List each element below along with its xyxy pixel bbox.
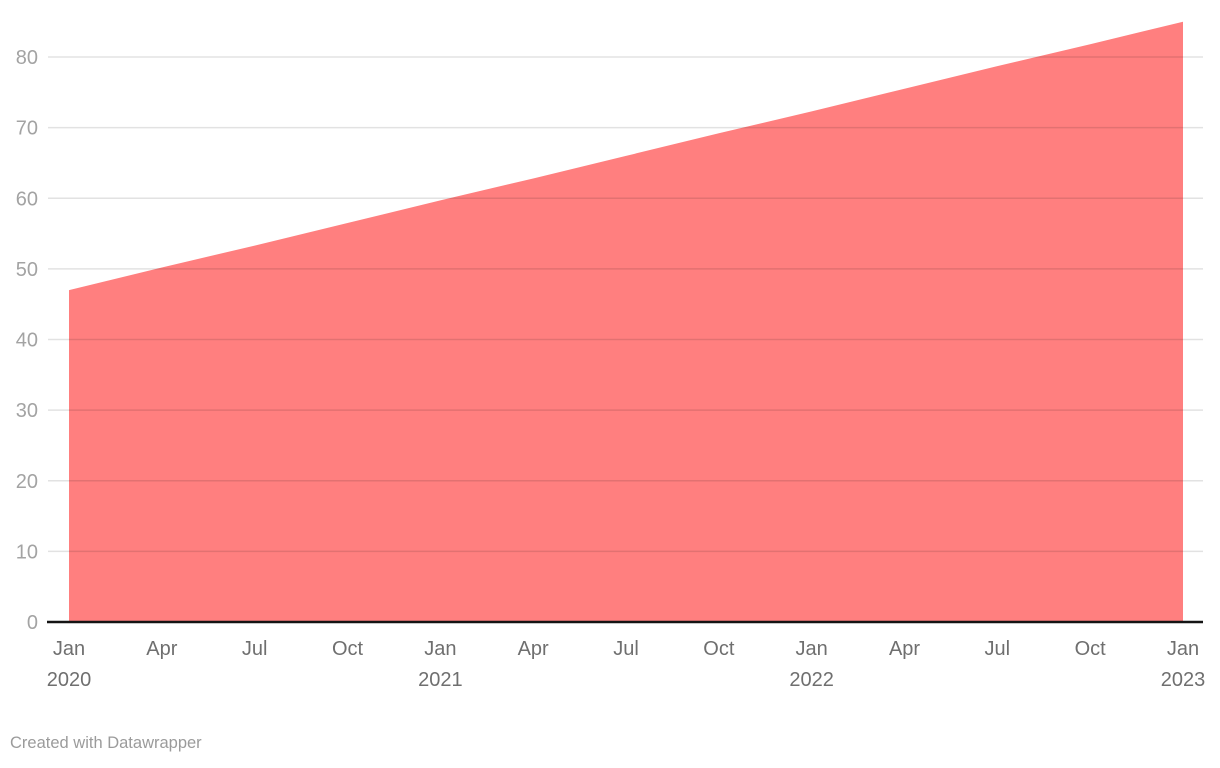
x-tick-year-label: 2023 <box>1161 669 1206 691</box>
x-tick-year-label: 2022 <box>789 669 834 691</box>
x-tick-year-label: 2021 <box>418 669 463 691</box>
x-tick-month-label: Apr <box>518 638 549 660</box>
x-tick-month-label: Jul <box>613 638 639 660</box>
y-axis-labels: 0 10 20 30 40 50 60 70 80 <box>16 47 38 634</box>
x-axis-labels: Jan 2020 Apr Jul Oct Jan 2021 Apr Jul Oct Jan 2022 A… <box>47 638 1206 691</box>
y-tick-label: 40 <box>16 330 38 352</box>
y-tick-label: 80 <box>16 47 38 69</box>
x-tick-month-label: Jul <box>985 638 1011 660</box>
area-series <box>69 21 1183 622</box>
y-tick-label: 20 <box>16 471 38 493</box>
x-tick-month-label: Jan <box>796 638 828 660</box>
gridlines <box>48 56 1203 553</box>
x-tick-month-label: Oct <box>332 638 364 660</box>
y-tick-label: 10 <box>16 541 38 563</box>
x-tick-month-label: Apr <box>889 638 920 660</box>
x-tick-month-label: Oct <box>1075 638 1107 660</box>
x-tick-month-label: Apr <box>146 638 177 660</box>
y-tick-label: 50 <box>16 259 38 281</box>
x-tick-month-label: Jan <box>53 638 85 660</box>
x-tick-month-label: Jan <box>424 638 456 660</box>
x-tick-month-label: Jul <box>242 638 268 660</box>
y-tick-label: 0 <box>27 612 38 634</box>
x-tick-month-label: Oct <box>703 638 735 660</box>
attribution-link[interactable]: Created with Datawrapper <box>10 734 202 752</box>
x-tick-month-label: Jan <box>1167 638 1199 660</box>
y-tick-label: 60 <box>16 188 38 210</box>
x-tick-year-label: 2020 <box>47 669 92 691</box>
y-tick-label: 70 <box>16 118 38 140</box>
area-chart-canvas: 0 10 20 30 40 50 60 70 80 Jan 2020 Apr Jul Oct Jan 2021… <box>16 21 1206 691</box>
y-tick-label: 30 <box>16 400 38 422</box>
